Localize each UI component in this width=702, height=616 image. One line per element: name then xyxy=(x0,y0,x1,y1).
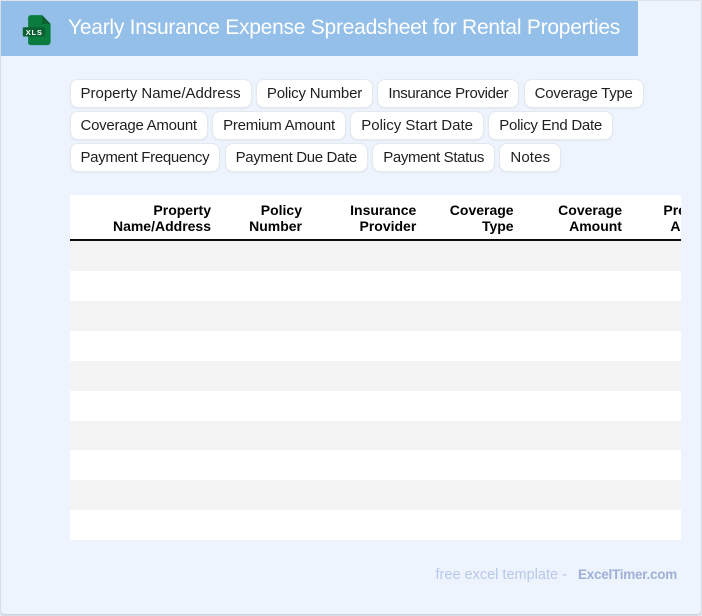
svg-text:XLS: XLS xyxy=(26,28,43,37)
